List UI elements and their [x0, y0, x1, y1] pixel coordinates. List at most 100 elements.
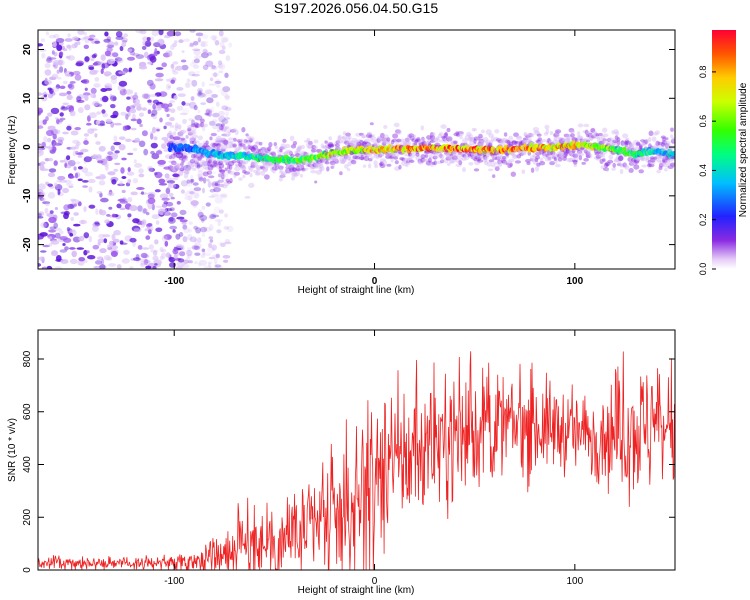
spectrogram-halo-point: [224, 159, 231, 164]
spectrogram-halo-point: [328, 136, 333, 141]
spectrogram-halo-point: [214, 183, 219, 186]
snr-xtick-label: -100: [164, 576, 184, 587]
spectrogram-halo-point: [293, 167, 298, 172]
spectrogram-halo-point: [553, 155, 557, 161]
spectrogram-noise-blob: [138, 140, 146, 148]
spectrogram-noise-blob: [152, 103, 156, 110]
spectrogram-noise-blob: [189, 101, 197, 109]
spectrogram-noise-blob: [83, 133, 89, 137]
spectrogram-noise-blob: [82, 185, 88, 188]
spectrogram-halo-point: [591, 135, 596, 139]
spectrogram-noise-blob: [48, 168, 57, 173]
spectrogram-halo-point: [225, 178, 231, 183]
spectrogram-noise-blob: [109, 94, 113, 100]
spectrogram-halo-point: [253, 161, 259, 168]
spectrogram-noise-blob: [65, 73, 72, 77]
spectrogram-halo-point: [542, 152, 547, 156]
spectrogram-halo-point: [360, 154, 365, 161]
spectrogram-halo-point: [280, 173, 285, 178]
spectrogram-halo-point: [613, 159, 620, 163]
spectrogram-halo-point: [304, 152, 308, 156]
spectrogram-noise-blob: [47, 137, 52, 143]
spectrogram-noise-blob: [214, 263, 218, 269]
spectrogram-noise-blob: [92, 154, 98, 159]
spectrogram-noise-blob: [193, 192, 200, 199]
spectrogram-halo-point: [175, 173, 180, 178]
spectrogram-noise-blob: [180, 138, 185, 142]
spectrogram-noise-blob: [130, 127, 137, 131]
spectrogram-halo-point: [250, 146, 257, 153]
spectrogram-noise-blob: [191, 245, 199, 250]
spectrogram-noise-blob: [152, 265, 157, 269]
spectrogram-halo-point: [199, 162, 206, 166]
spectrogram-noise-blob: [98, 175, 102, 180]
spectrogram-noise-blob: [204, 89, 213, 95]
spectrogram-halo-point: [385, 155, 391, 159]
spectrogram-noise-blob: [66, 104, 74, 110]
spectrogram-noise-blob: [143, 258, 149, 266]
spectrogram-noise-blob: [117, 183, 125, 187]
spectrogram-noise-blob: [59, 85, 66, 90]
spectrogram-halo-point: [288, 150, 293, 156]
spectrogram-halo-point: [379, 158, 387, 163]
spectrogram-noise-blob: [40, 222, 47, 228]
spectrogram-halo-point: [570, 133, 575, 138]
spectrogram-halo-point: [585, 151, 591, 156]
spectrogram-halo-point: [327, 145, 331, 150]
spectrogram-halo-point: [243, 146, 247, 150]
spectrogram-halo-point: [607, 137, 612, 142]
spectrogram-noise-blob: [150, 113, 155, 118]
colorbar-tick-label: 0.0: [698, 263, 708, 276]
spectrogram-halo-point: [262, 167, 269, 173]
spectrogram-noise-blob: [77, 155, 83, 158]
spectrogram-noise-blob: [223, 95, 230, 99]
spectrogram-noise-blob: [78, 257, 86, 262]
spectrogram-halo-point: [309, 166, 315, 170]
spectrogram-ytick-label: -10: [22, 188, 33, 203]
spectrogram-halo-point: [623, 141, 629, 145]
spectrogram-halo-point: [304, 163, 311, 167]
spectrogram-halo-point: [258, 152, 265, 156]
spectrogram-halo-point: [273, 163, 279, 169]
spectrogram-noise-blob: [186, 179, 191, 184]
spectrogram-halo-point: [424, 154, 429, 158]
spectrogram-halo-point: [586, 139, 590, 143]
spectrogram-halo-point: [511, 141, 515, 146]
spectrogram-noise-blob: [84, 171, 94, 177]
spectrogram-noise-blob: [92, 69, 99, 73]
spectrogram-noise-blob: [147, 193, 155, 200]
spectrogram-halo-point: [411, 138, 417, 143]
spectrogram-noise-blob: [159, 246, 164, 253]
spectrogram-halo-point: [663, 164, 670, 168]
spectrogram-noise-blob: [167, 85, 171, 89]
spectrogram-halo-point: [462, 167, 466, 173]
spectrogram-noise-blob: [90, 58, 95, 62]
spectrogram-noise-blob: [166, 180, 176, 184]
spectrogram-noise-blob: [142, 36, 149, 42]
spectrogram-noise-blob: [164, 107, 169, 113]
spectrogram-halo-point: [449, 140, 456, 146]
spectrogram-halo-point: [499, 155, 503, 159]
spectrogram-noise-blob: [94, 40, 101, 44]
spectrogram-halo-point: [215, 141, 220, 145]
spectrogram-noise-blob: [176, 201, 181, 205]
spectrogram-halo-point: [536, 140, 541, 144]
spectrogram-noise-blob: [130, 191, 138, 196]
spectrogram-halo-point: [197, 175, 204, 180]
spectrogram-halo-point: [313, 163, 319, 169]
spectrogram-halo-point: [365, 156, 369, 160]
spectrogram-noise-blob: [108, 206, 113, 210]
spectrogram-halo-point: [558, 137, 562, 143]
spectrogram-halo-point: [565, 149, 570, 155]
spectrogram-noise-blob: [56, 44, 63, 51]
spectrogram-halo-point: [539, 157, 544, 163]
spectrogram-halo-point: [483, 154, 488, 160]
spectrogram-halo-point: [598, 132, 603, 137]
spectrogram-halo-point: [425, 141, 431, 147]
spectrogram-noise-blob: [100, 258, 105, 265]
spectrogram-noise-blob: [216, 158, 221, 163]
spectrogram-halo-point: [568, 157, 574, 163]
spectrogram-noise-blob: [83, 92, 91, 96]
spectrogram-noise-blob: [148, 167, 156, 172]
spectrogram-halo-point: [413, 138, 418, 141]
